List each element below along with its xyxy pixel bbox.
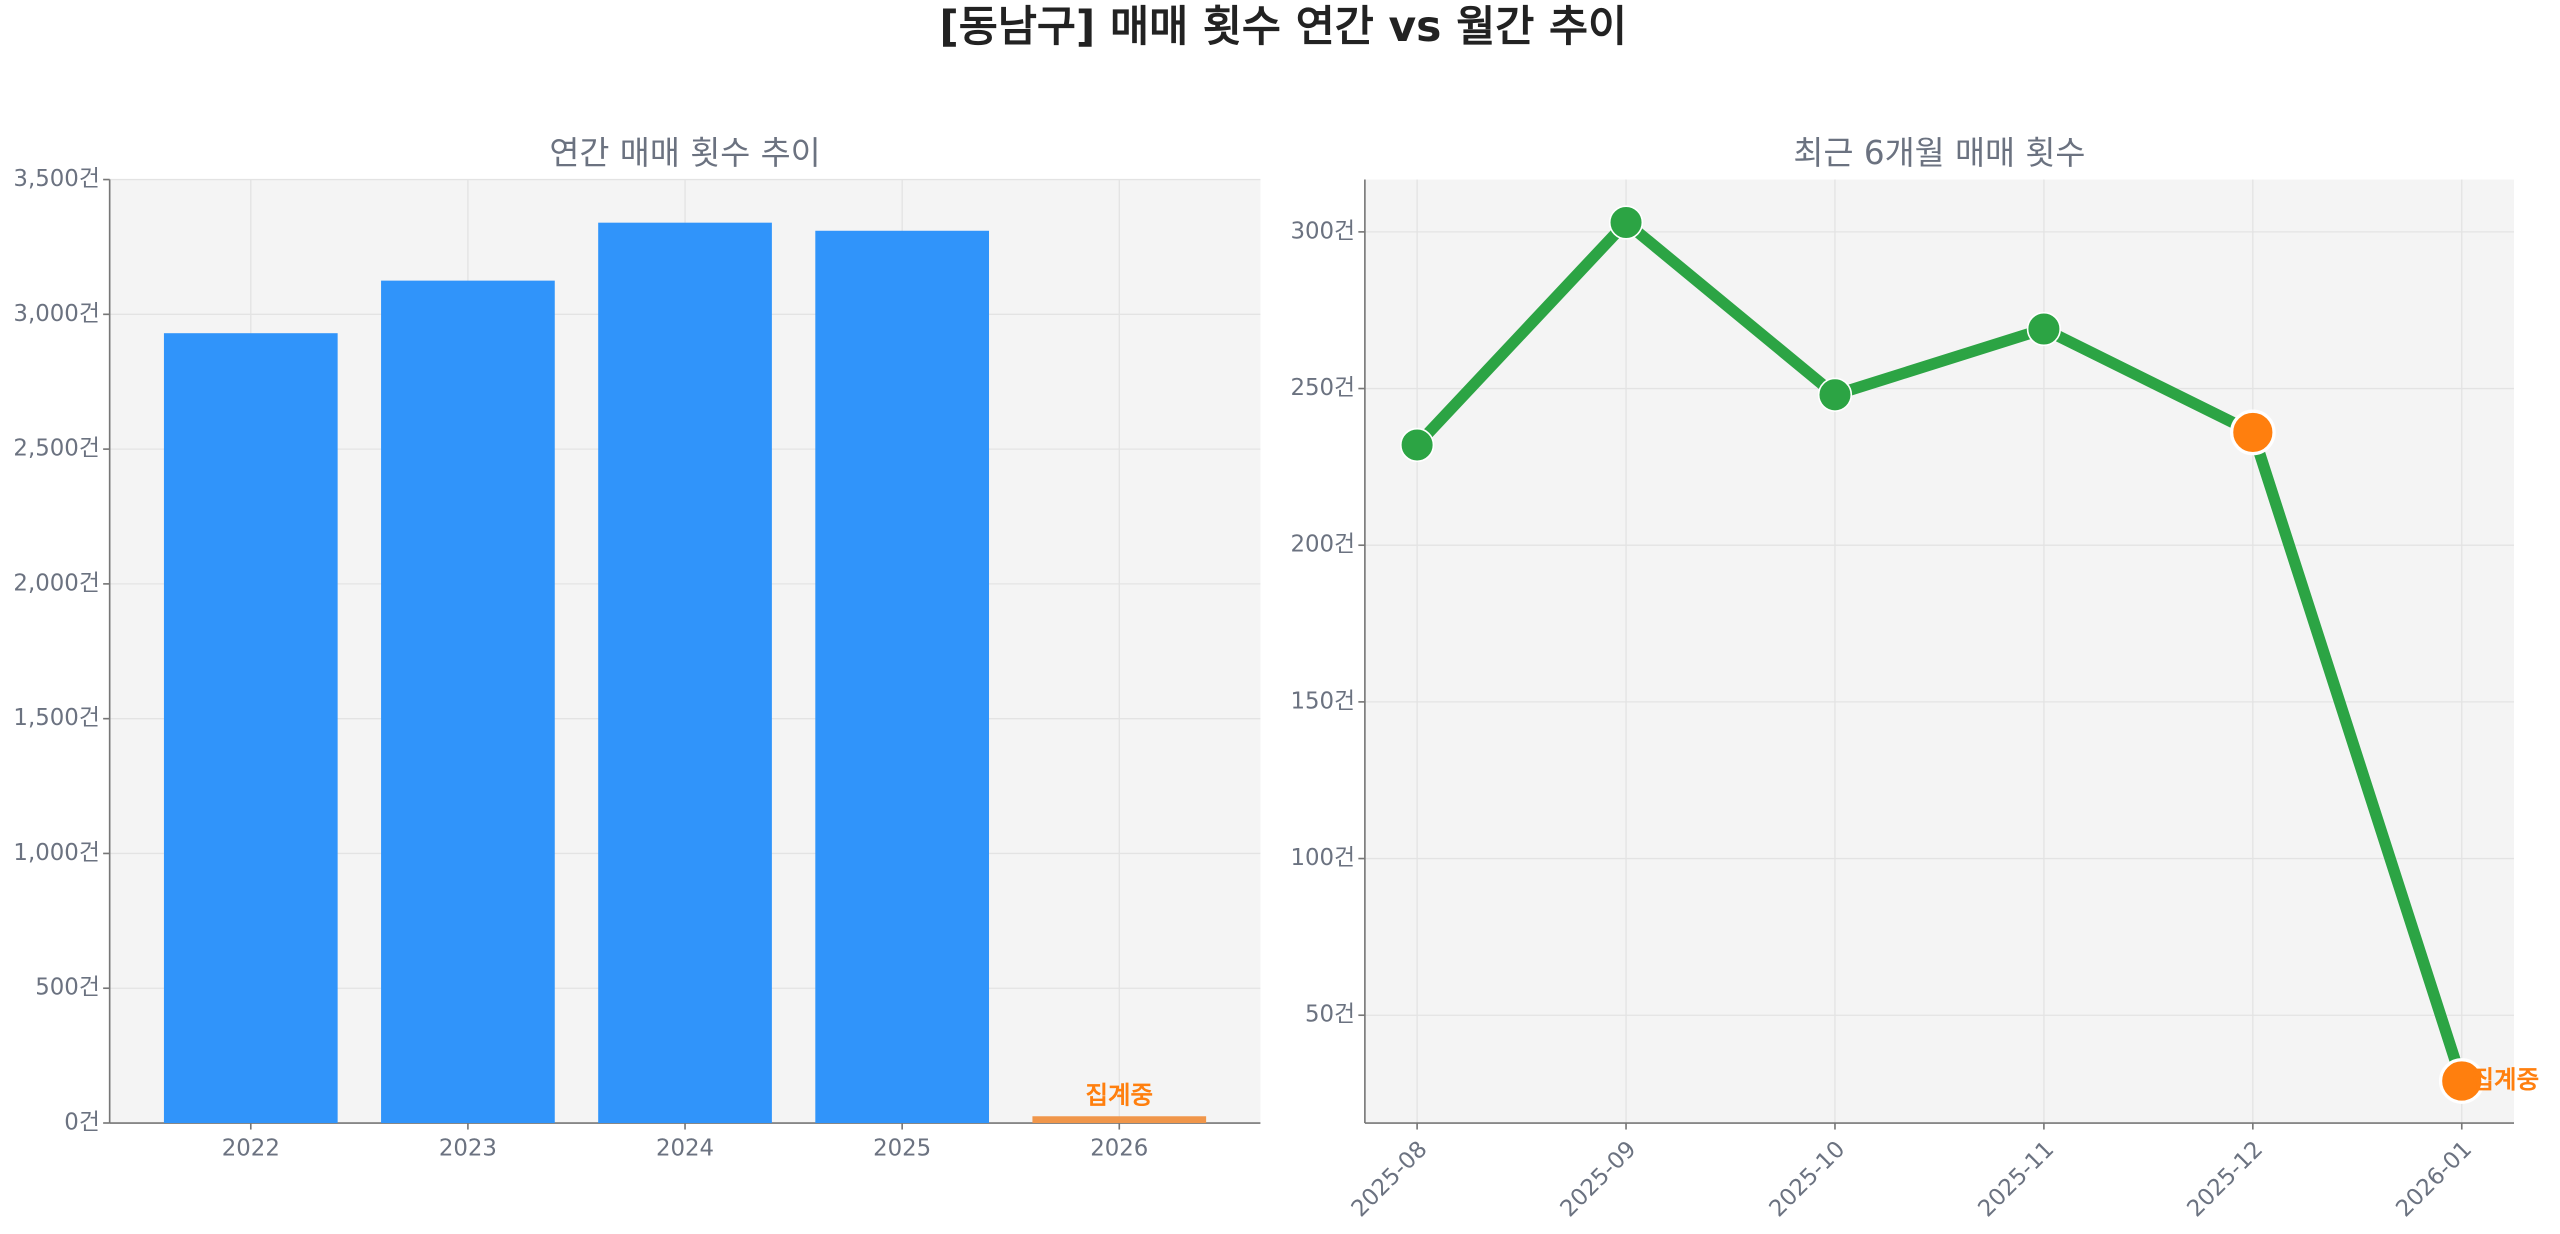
x-tick-label: 2025 [873,1136,931,1162]
x-tick-label: 2025-08 [1347,1136,1433,1222]
y-tick-label: 3,000건 [13,301,99,327]
annotation: 집계중 [1086,1081,1154,1110]
figure-title: [동남구] 매매 횟수 연간 vs 월간 추이 [939,3,1627,52]
y-tick-label: 200건 [1290,532,1355,558]
x-tick-label: 2025-10 [1764,1136,1850,1222]
marker [2438,1058,2485,1104]
marker [2229,409,2276,456]
marker [1399,427,1435,463]
x-tick-label: 2026-01 [2391,1136,2477,1222]
y-tick-label: 150건 [1290,688,1355,714]
annotation: 집계중 [2472,1065,2540,1094]
y-tick-label: 300건 [1290,218,1355,244]
x-tick-label: 2025-11 [1973,1136,2059,1222]
y-tick-label: 0건 [64,1110,100,1136]
x-tick-label: 2025-09 [1556,1136,1642,1222]
y-tick-label: 3,500건 [13,166,99,192]
y-tick-label: 100건 [1290,845,1355,871]
y-tick-label: 2,500건 [13,436,99,462]
bar [381,280,555,1124]
y-tick-label: 1,000건 [13,840,99,866]
marker [1608,205,1644,240]
y-tick-label: 2,000건 [13,570,99,596]
x-tick-label: 2024 [656,1136,714,1162]
y-tick-label: 500건 [35,975,100,1001]
bar [815,230,990,1124]
chart-title: 최근 6개월 매매 횟수 [1793,134,2085,172]
bar [1032,1116,1207,1124]
y-tick-label: 250건 [1290,375,1355,401]
y-tick-label: 50건 [1305,1002,1355,1028]
x-tick-label: 2026 [1090,1136,1148,1162]
x-tick-label: 2025-12 [2182,1136,2268,1222]
bar [163,333,338,1124]
line [1412,216,2468,1083]
x-tick-label: 2023 [439,1136,497,1162]
bar [598,222,772,1124]
x-tick-label: 2022 [222,1136,280,1162]
marker [2026,311,2062,347]
y-tick-label: 1,500건 [13,705,99,731]
chart-title: 연간 매매 횟수 추이 [549,134,820,172]
marker [1817,377,1853,412]
